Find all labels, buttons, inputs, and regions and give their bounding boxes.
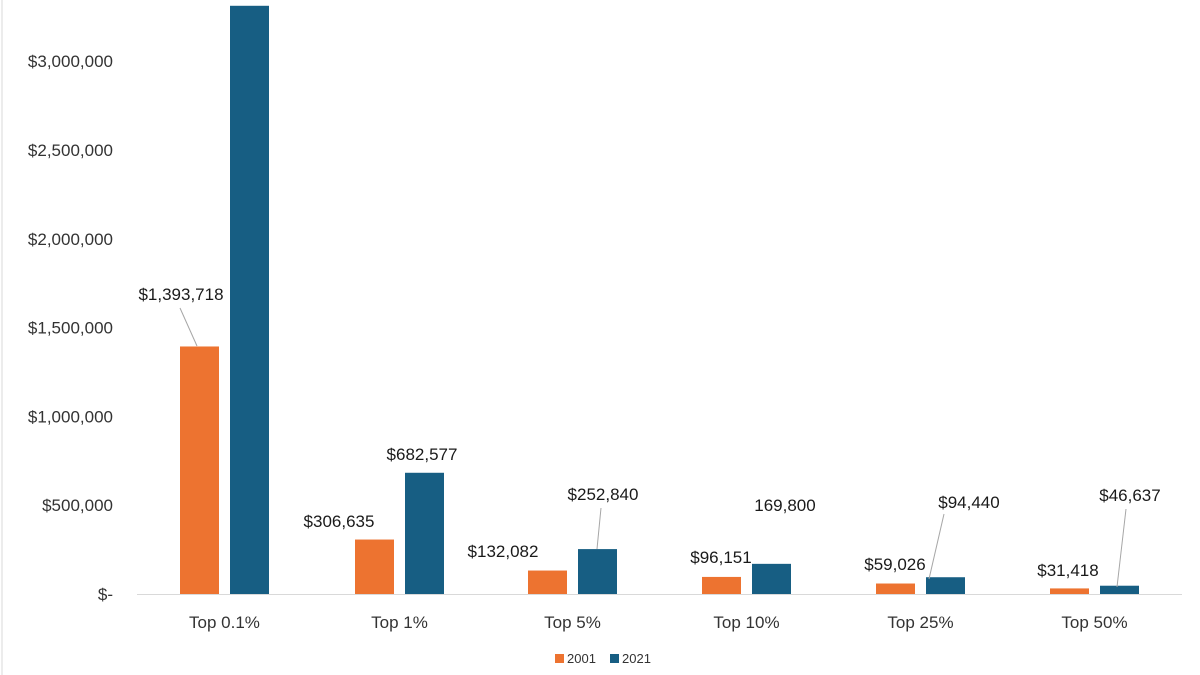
bar-2001-1 <box>355 539 394 594</box>
legend-label-2021: 2021 <box>622 651 651 666</box>
x-category-label: Top 25% <box>887 613 953 632</box>
bar-2021-1 <box>405 472 444 594</box>
bar-2001-4 <box>876 583 915 594</box>
leader-line <box>1116 508 1127 588</box>
data-label-2021-3: 169,800 <box>754 496 815 515</box>
y-tick-label: $500,000 <box>42 496 113 515</box>
bar-2021-2 <box>578 549 617 594</box>
legend-swatch-2021 <box>610 654 619 663</box>
bars <box>180 5 1139 594</box>
leader-line <box>596 507 602 550</box>
data-label-2001-0: $1,393,718 <box>138 285 223 304</box>
x-category-label: Top 50% <box>1061 613 1127 632</box>
bar-2021-0 <box>230 5 269 594</box>
data-labels: $1,393,718 $306,635 $682,577 $132,082 $252,8… <box>138 285 1160 580</box>
x-axis-category-labels: Top 0.1% Top 1% Top 5% Top 10% Top 25% Top 50… <box>189 613 1128 632</box>
legend-swatch-2001 <box>555 654 564 663</box>
data-label-2001-1: $306,635 <box>304 512 375 531</box>
data-label-2001-5: $31,418 <box>1037 561 1098 580</box>
leader-line <box>179 307 198 347</box>
bar-2021-4 <box>926 577 965 594</box>
bar-2001-5 <box>1050 588 1089 594</box>
y-tick-label: $2,500,000 <box>28 141 113 160</box>
legend-label-2001: 2001 <box>567 651 596 666</box>
y-tick-label: $- <box>98 585 113 604</box>
data-label-2021-5: $46,637 <box>1099 486 1160 505</box>
bar-2001-3 <box>702 576 741 594</box>
bar-2021-5 <box>1100 585 1139 594</box>
y-axis-ticks: $- $500,000 $1,000,000 $1,500,000 $2,000,000… <box>28 52 113 604</box>
bar-2001-0 <box>180 346 219 594</box>
leader-line <box>928 513 945 580</box>
data-label-2001-3: $96,151 <box>690 548 751 567</box>
y-tick-label: $3,000,000 <box>28 52 113 71</box>
legend: 2001 2021 <box>555 651 651 666</box>
x-category-label: Top 0.1% <box>189 613 260 632</box>
x-category-label: Top 5% <box>544 613 601 632</box>
data-label-2001-4: $59,026 <box>864 555 925 574</box>
x-category-label: Top 10% <box>713 613 779 632</box>
x-category-label: Top 1% <box>371 613 428 632</box>
bar-2021-3 <box>752 563 791 594</box>
bar-2001-2 <box>528 570 567 594</box>
data-label-2021-2: $252,840 <box>568 485 639 504</box>
label-leader-lines <box>179 307 1127 588</box>
data-label-2001-2: $132,082 <box>468 542 539 561</box>
y-tick-label: $1,000,000 <box>28 407 113 426</box>
y-tick-label: $2,000,000 <box>28 230 113 249</box>
data-label-2021-4: $94,440 <box>938 493 999 512</box>
y-tick-label: $1,500,000 <box>28 319 113 338</box>
data-label-2021-1: $682,577 <box>387 445 458 464</box>
